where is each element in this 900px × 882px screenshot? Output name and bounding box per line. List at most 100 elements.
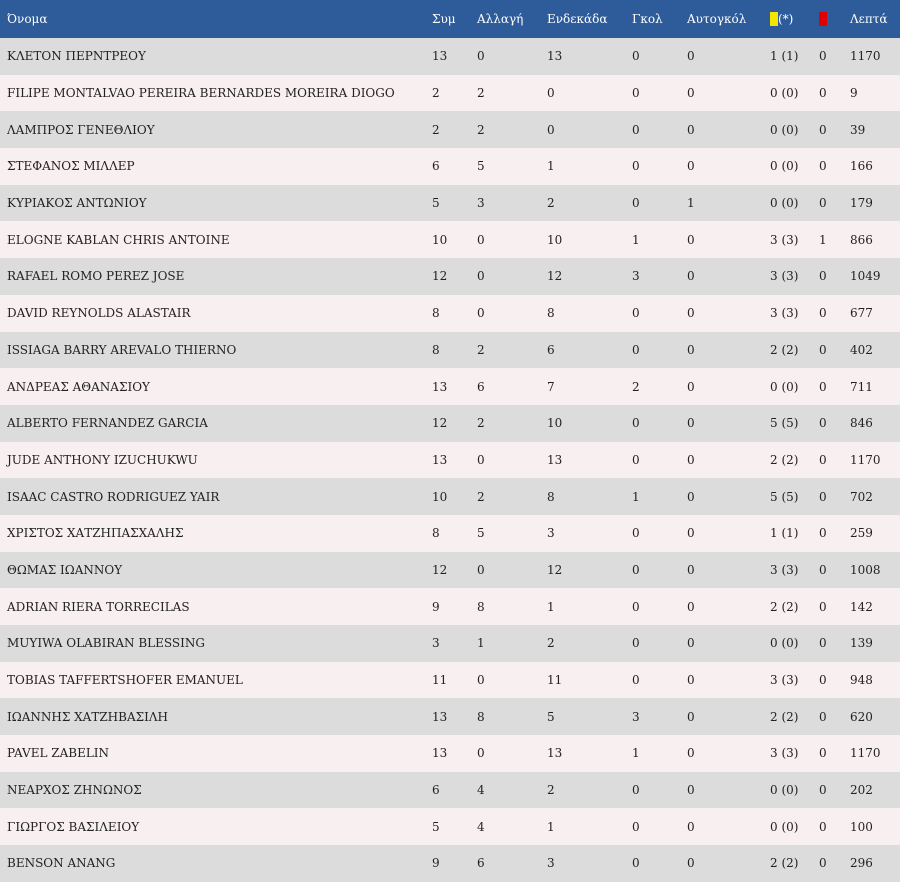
- stat-cell: 0: [819, 526, 827, 541]
- stat-cell: 0: [632, 49, 640, 64]
- stat-cell: 0: [632, 196, 640, 211]
- stat-cell: 10: [432, 232, 448, 247]
- stat-cell: 2 (2): [770, 599, 799, 614]
- table-row: DAVID REYNOLDS ALASTAIR 8 0 8 0 0 3 (3) 0 677: [0, 294, 900, 332]
- stat-cell: 2: [547, 783, 555, 798]
- stat-cell: 0: [819, 489, 827, 504]
- header-cell[interactable]: Όνομα: [7, 12, 48, 26]
- header-cell[interactable]: Αυτογκόλ: [687, 12, 747, 26]
- stat-cell: 9: [432, 856, 440, 871]
- stat-cell: 3 (3): [770, 746, 799, 761]
- table-row: ΙΩΑΝΝΗΣ ΧΑΤΖΗΒΑΣΙΛΗ 13 8 5 3 0 2 (2) 0 620: [0, 698, 900, 736]
- stat-cell: 0: [632, 819, 640, 834]
- table-row: ΘΩΜΑΣ ΙΩΑΝΝΟΥ 12 0 12 0 0 3 (3) 0 1008: [0, 551, 900, 589]
- stat-cell: 0: [819, 122, 827, 137]
- stat-cell: 2 (2): [770, 856, 799, 871]
- red-card-icon: [819, 12, 827, 26]
- stat-cell: 0: [632, 86, 640, 101]
- stat-cell: 2 (2): [770, 709, 799, 724]
- stat-cell: 13: [432, 49, 448, 64]
- table-row: ΣΤΕΦΑΝΟΣ ΜΙΛΛΕΡ 6 5 1 0 0 0 (0) 0 166: [0, 148, 900, 185]
- stat-cell: 0: [687, 746, 695, 761]
- stat-cell: 0: [687, 342, 695, 357]
- stat-cell: 202: [850, 783, 873, 798]
- stat-cell: 8: [547, 489, 555, 504]
- stat-cell: 1: [547, 819, 555, 834]
- stat-cell: 5: [432, 819, 440, 834]
- stat-cell: 0: [819, 673, 827, 688]
- stat-cell: 3: [632, 269, 640, 284]
- stat-cell: 0: [632, 636, 640, 651]
- player-name: TOBIAS TAFFERTSHOFER EMANUEL: [7, 673, 243, 688]
- stat-cell: 2: [477, 489, 485, 504]
- stat-cell: 620: [850, 709, 873, 724]
- header-cell[interactable]: Ενδεκάδα: [547, 12, 608, 26]
- header-cell[interactable]: Αλλαγή: [477, 12, 524, 26]
- stat-cell: 12: [547, 562, 563, 577]
- stat-cell: 1049: [850, 269, 881, 284]
- stat-cell: 5: [547, 709, 555, 724]
- yellow-card-icon: [770, 12, 778, 26]
- table-row: RAFAEL ROMO PEREZ JOSE 12 0 12 3 0 3 (3) 0 1049: [0, 258, 900, 295]
- stat-cell: 13: [547, 49, 563, 64]
- stat-cell: 5 (5): [770, 416, 799, 431]
- stat-cell: 0: [819, 196, 827, 211]
- header-cell[interactable]: Γκολ: [632, 12, 663, 26]
- stat-cell: 0: [819, 709, 827, 724]
- stat-cell: 0 (0): [770, 196, 799, 211]
- player-name: ΛΑΜΠΡΟΣ ΓΕΝΕΘΛΙΟΥ: [7, 122, 155, 137]
- header-cell[interactable]: [812, 12, 843, 26]
- stat-cell: 0: [632, 306, 640, 321]
- player-name: ΚΛΕΤΟΝ ΠΕΡΝΤΡΕΟΥ: [7, 49, 146, 64]
- stat-cell: 0: [687, 783, 695, 798]
- stat-cell: 0: [819, 269, 827, 284]
- stat-cell: 0: [819, 819, 827, 834]
- stat-cell: 2: [547, 636, 555, 651]
- header-cell[interactable]: Λεπτά: [850, 12, 888, 26]
- stat-cell: 8: [432, 306, 440, 321]
- stat-cell: 0: [477, 232, 485, 247]
- stat-cell: 13: [432, 709, 448, 724]
- stat-cell: 0: [819, 416, 827, 431]
- stat-cell: 2: [477, 342, 485, 357]
- player-name: DAVID REYNOLDS ALASTAIR: [7, 306, 191, 321]
- stat-cell: 6: [477, 856, 485, 871]
- stat-cell: 0: [687, 636, 695, 651]
- stat-cell: 0: [687, 306, 695, 321]
- stat-cell: 0: [632, 452, 640, 467]
- stat-cell: 2: [477, 122, 485, 137]
- stat-cell: 0: [632, 526, 640, 541]
- stat-cell: 3 (3): [770, 673, 799, 688]
- player-name: PAVEL ZABELIN: [7, 746, 110, 761]
- header-cell[interactable]: (*): [763, 12, 812, 26]
- stat-cell: 10: [432, 489, 448, 504]
- stat-cell: 0: [477, 452, 485, 467]
- stat-cell: 0: [687, 489, 695, 504]
- stat-cell: 0: [687, 122, 695, 137]
- header-cell[interactable]: Συμ: [432, 12, 456, 26]
- stat-cell: 5: [477, 159, 485, 174]
- stat-cell: 8: [477, 599, 485, 614]
- stat-cell: 0: [687, 709, 695, 724]
- stat-cell: 0: [819, 159, 827, 174]
- stat-cell: 2 (2): [770, 452, 799, 467]
- stat-cell: 3 (3): [770, 269, 799, 284]
- table-row: ΧΡΙΣΤΟΣ ΧΑΤΖΗΠΑΣΧΑΛΗΣ 8 5 3 0 0 1 (1) 0 259: [0, 514, 900, 552]
- stat-cell: 0: [632, 416, 640, 431]
- table-row: JUDE ANTHONY IZUCHUKWU 13 0 13 0 0 2 (2) 0 1170: [0, 441, 900, 479]
- stat-cell: 0: [819, 783, 827, 798]
- player-name: ISAAC CASTRO RODRIGUEZ YAIR: [7, 489, 220, 504]
- stat-cell: 13: [432, 746, 448, 761]
- stat-cell: 0: [632, 342, 640, 357]
- stat-cell: 711: [850, 379, 873, 394]
- stat-cell: 0: [477, 49, 485, 64]
- stat-cell: 0: [632, 599, 640, 614]
- stat-cell: 2: [632, 379, 640, 394]
- stat-cell: 0: [632, 856, 640, 871]
- stat-cell: 3: [477, 196, 485, 211]
- stat-cell: 296: [850, 856, 873, 871]
- stat-cell: 0: [547, 86, 555, 101]
- stat-cell: 0 (0): [770, 379, 799, 394]
- stat-cell: 402: [850, 342, 873, 357]
